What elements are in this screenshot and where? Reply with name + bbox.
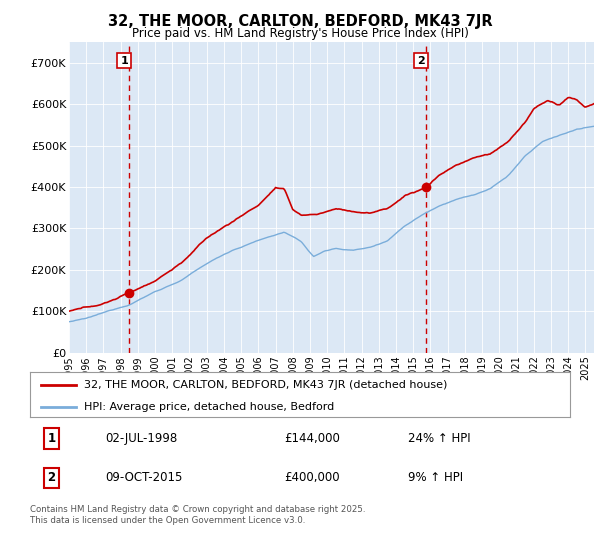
Text: HPI: Average price, detached house, Bedford: HPI: Average price, detached house, Bedf… xyxy=(84,402,334,412)
Text: 1: 1 xyxy=(120,55,128,66)
Text: Contains HM Land Registry data © Crown copyright and database right 2025.
This d: Contains HM Land Registry data © Crown c… xyxy=(30,505,365,525)
Text: 09-OCT-2015: 09-OCT-2015 xyxy=(106,471,183,484)
Text: 24% ↑ HPI: 24% ↑ HPI xyxy=(408,432,470,445)
Text: 2: 2 xyxy=(417,55,425,66)
Text: £400,000: £400,000 xyxy=(284,471,340,484)
Text: 9% ↑ HPI: 9% ↑ HPI xyxy=(408,471,463,484)
Text: 32, THE MOOR, CARLTON, BEDFORD, MK43 7JR (detached house): 32, THE MOOR, CARLTON, BEDFORD, MK43 7JR… xyxy=(84,380,448,390)
Text: Price paid vs. HM Land Registry's House Price Index (HPI): Price paid vs. HM Land Registry's House … xyxy=(131,27,469,40)
Text: 1: 1 xyxy=(47,432,56,445)
Text: 32, THE MOOR, CARLTON, BEDFORD, MK43 7JR: 32, THE MOOR, CARLTON, BEDFORD, MK43 7JR xyxy=(107,14,493,29)
Text: 02-JUL-1998: 02-JUL-1998 xyxy=(106,432,178,445)
Text: 2: 2 xyxy=(47,471,56,484)
Text: £144,000: £144,000 xyxy=(284,432,340,445)
